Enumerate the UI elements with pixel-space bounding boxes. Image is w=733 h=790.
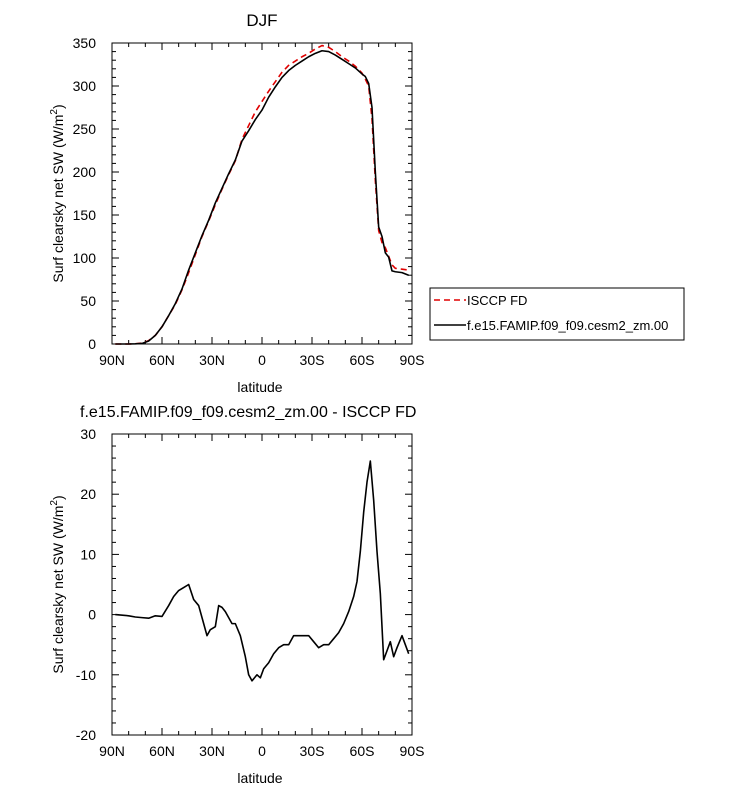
x-tick-label: 90S bbox=[400, 743, 425, 759]
y-axis-label: Surf clearsky net SW (W/m2) bbox=[49, 495, 66, 673]
x-axis-label: latitude bbox=[237, 379, 282, 395]
y-tick-label: 350 bbox=[73, 35, 97, 51]
y-tick-label: 100 bbox=[73, 250, 97, 266]
x-tick-label: 60S bbox=[350, 352, 375, 368]
legend: ISCCP FD f.e15.FAMIP.f09_f09.cesm2_zm.00 bbox=[429, 287, 685, 341]
x-tick-label: 60S bbox=[350, 743, 375, 759]
plot-frame bbox=[111, 42, 413, 345]
x-tick-label: 90S bbox=[400, 352, 425, 368]
legend-label: f.e15.FAMIP.f09_f09.cesm2_zm.00 bbox=[467, 318, 668, 333]
y-tick-label: 150 bbox=[73, 207, 97, 223]
series-line-f-e15-famip-f09-f09-cesm2-zm-00-isccp-fd bbox=[115, 460, 410, 682]
chart-title: f.e15.FAMIP.f09_f09.cesm2_zm.00 - ISCCP … bbox=[80, 404, 416, 421]
x-tick-label: 90N bbox=[99, 352, 125, 368]
x-tick-label: 90N bbox=[99, 743, 125, 759]
x-tick-label: 30S bbox=[300, 743, 325, 759]
x-tick-label: 30N bbox=[199, 743, 225, 759]
y-tick-label: 200 bbox=[73, 164, 97, 180]
x-tick-label: 30N bbox=[199, 352, 225, 368]
y-tick-label: 0 bbox=[88, 336, 96, 352]
y-tick-label: 20 bbox=[80, 486, 96, 502]
y-tick-label: 50 bbox=[80, 293, 96, 309]
x-tick-label: 0 bbox=[258, 352, 266, 368]
x-tick-label: 0 bbox=[258, 743, 266, 759]
series-line-isccp-fd bbox=[115, 44, 409, 345]
y-tick-label: 10 bbox=[80, 546, 96, 562]
y-tick-label: -10 bbox=[76, 667, 96, 683]
chart-panel-1: DJF 90N 60N 30N 0 30S 60S 90S 0 50 100 150 200 250 300… bbox=[49, 11, 685, 395]
y-tick-label: 250 bbox=[73, 121, 97, 137]
y-tick-label: 300 bbox=[73, 78, 97, 94]
legend-box bbox=[429, 287, 685, 341]
chart-panel-2: f.e15.FAMIP.f09_f09.cesm2_zm.00 - ISCCP … bbox=[49, 404, 424, 786]
x-tick-label: 60N bbox=[149, 352, 175, 368]
series-line-f-e15-famip-f09-f09-cesm2-zm-00 bbox=[115, 49, 409, 345]
chart-title: DJF bbox=[246, 11, 277, 30]
x-tick-label: 60N bbox=[149, 743, 175, 759]
y-tick-label: 30 bbox=[80, 426, 96, 442]
y-axis-label: Surf clearsky net SW (W/m2) bbox=[49, 104, 66, 282]
y-tick-label: 0 bbox=[88, 607, 96, 623]
legend-label: ISCCP FD bbox=[467, 293, 527, 308]
x-axis-label: latitude bbox=[237, 770, 282, 786]
x-tick-label: 30S bbox=[300, 352, 325, 368]
y-tick-label: -20 bbox=[76, 727, 96, 743]
